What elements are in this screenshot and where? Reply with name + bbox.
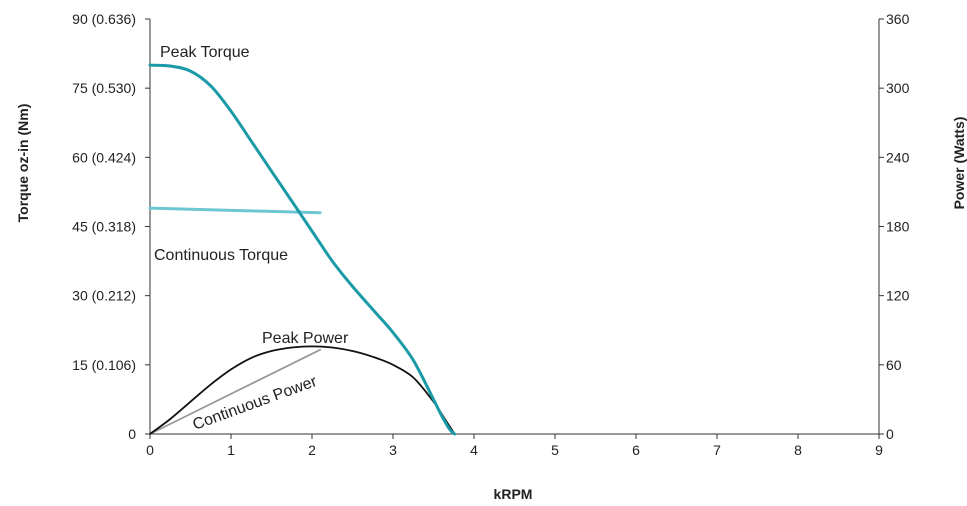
y-right-tick-label: 120 xyxy=(886,288,910,304)
y-right-tick-label: 240 xyxy=(886,149,910,165)
x-tick-label: 2 xyxy=(308,442,316,458)
continuous-power-line xyxy=(149,348,321,435)
y-right-tick-label: 180 xyxy=(886,219,910,235)
peak-torque-line xyxy=(148,63,457,436)
y-left-tick-label: 45 (0.318) xyxy=(72,219,136,235)
x-axis-title: kRPM xyxy=(494,486,533,502)
x-tick-label: 1 xyxy=(227,442,235,458)
y-right-tick-label: 300 xyxy=(886,80,910,96)
y-left-axis-title: Torque oz-in (Nm) xyxy=(15,104,31,223)
y-left-tick-label: 90 (0.636) xyxy=(72,11,136,27)
y-left-tick-label: 0 xyxy=(128,426,136,442)
peak-power-label: Peak Power xyxy=(262,330,349,347)
x-tick-label: 7 xyxy=(713,442,721,458)
x-tick-label: 3 xyxy=(389,442,397,458)
y-left-tick-label: 75 (0.530) xyxy=(72,80,136,96)
continuous-torque-label: Continuous Torque xyxy=(154,247,288,264)
y-left-tick-label: 60 (0.424) xyxy=(72,149,136,165)
series-lines xyxy=(148,63,457,436)
y-left-tick-label: 30 (0.212) xyxy=(72,288,136,304)
x-tick-label: 0 xyxy=(146,442,154,458)
x-tick-label: 4 xyxy=(470,442,478,458)
x-tick-label: 8 xyxy=(794,442,802,458)
peak-power-line xyxy=(149,345,456,435)
peak-torque-label: Peak Torque xyxy=(160,44,250,61)
y-right-tick-label: 0 xyxy=(886,426,894,442)
x-tick-label: 5 xyxy=(551,442,559,458)
x-tick-label: 9 xyxy=(875,442,883,458)
y-right-tick-label: 60 xyxy=(886,357,902,373)
continuous-torque-line xyxy=(148,206,322,215)
y-right-tick-label: 360 xyxy=(886,11,910,27)
y-right-axis-title: Power (Watts) xyxy=(951,117,967,210)
y-left-tick-label: 15 (0.106) xyxy=(72,357,136,373)
x-tick-label: 6 xyxy=(632,442,640,458)
